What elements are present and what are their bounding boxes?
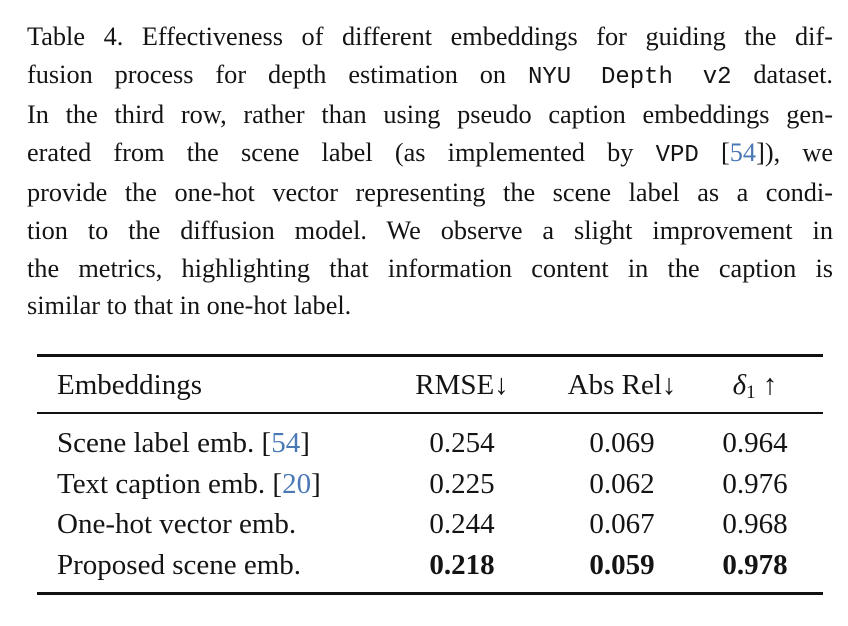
delta-arrow: ↑ bbox=[755, 369, 778, 401]
method-name: VPD bbox=[655, 141, 699, 169]
row-2-rmse: 0.225 bbox=[429, 468, 495, 500]
caption-line-3: In the third row, rather than using pseu… bbox=[27, 100, 833, 130]
delta-symbol: δ bbox=[732, 369, 747, 401]
citation-link[interactable]: 54 bbox=[729, 137, 757, 167]
row-4-embedding: Proposed scene emb. bbox=[57, 549, 302, 581]
caption-line-2: fusion process for depth estimation on N… bbox=[27, 56, 833, 97]
row-4-delta1-best: 0.978 bbox=[722, 549, 788, 581]
row-1-abs-rel: 0.069 bbox=[589, 427, 655, 459]
row-1-embedding: Scene label emb. [54] bbox=[57, 423, 310, 463]
row-2-abs-rel: 0.062 bbox=[589, 468, 655, 500]
caption-line-1: Table 4. Effectiveness of different embe… bbox=[27, 22, 833, 51]
header-rmse: RMSE↓ bbox=[415, 369, 509, 401]
caption-text: fusion process for depth estimation on bbox=[27, 59, 528, 89]
caption-text: erated from the scene label (as implemen… bbox=[27, 137, 656, 167]
row-1-rmse: 0.254 bbox=[429, 427, 495, 459]
citation-link[interactable]: 20 bbox=[282, 468, 312, 500]
row-2-delta1: 0.976 bbox=[722, 468, 788, 500]
caption-line-5: provide the one-hot vector representing … bbox=[27, 178, 833, 208]
caption-text: ]), we bbox=[756, 137, 833, 167]
row-4-rmse-best: 0.218 bbox=[429, 549, 495, 581]
embedding-name: Scene label emb. [ bbox=[57, 427, 272, 459]
row-3-rmse: 0.244 bbox=[429, 508, 495, 540]
header-embeddings: Embeddings bbox=[57, 369, 202, 401]
bracket: ] bbox=[311, 468, 321, 500]
table-header-rule bbox=[37, 412, 823, 414]
dataset-name: NYU Depth v2 bbox=[528, 63, 732, 91]
caption-text: dataset. bbox=[731, 59, 833, 89]
caption-line-7: the metrics, highlighting that informati… bbox=[27, 253, 833, 283]
caption-line-6: tion to the diffusion model. We observe … bbox=[27, 215, 833, 245]
row-3-embedding: One-hot vector emb. bbox=[57, 508, 297, 540]
row-1-delta1: 0.964 bbox=[722, 427, 788, 459]
embedding-name: Text caption emb. [ bbox=[57, 468, 283, 500]
caption-text: [ bbox=[698, 137, 730, 167]
caption-line-4: erated from the scene label (as implemen… bbox=[27, 134, 833, 175]
caption-line-8: similar to that in one-hot label. bbox=[27, 291, 352, 321]
table-top-rule bbox=[37, 354, 823, 357]
delta-subscript: 1 bbox=[746, 382, 756, 403]
header-delta1: δ1 ↑ bbox=[685, 365, 825, 405]
row-2-embedding: Text caption emb. [20] bbox=[57, 464, 321, 504]
citation-link[interactable]: 54 bbox=[271, 427, 301, 459]
row-3-delta1: 0.968 bbox=[722, 508, 788, 540]
bracket: ] bbox=[300, 427, 310, 459]
row-3-abs-rel: 0.067 bbox=[589, 508, 655, 540]
table-bottom-rule bbox=[37, 592, 823, 595]
table-caption: Table 4. Effectiveness of different embe… bbox=[27, 18, 833, 325]
header-abs-rel: Abs Rel↓ bbox=[567, 369, 677, 401]
row-4-abs-rel-best: 0.059 bbox=[589, 549, 655, 581]
